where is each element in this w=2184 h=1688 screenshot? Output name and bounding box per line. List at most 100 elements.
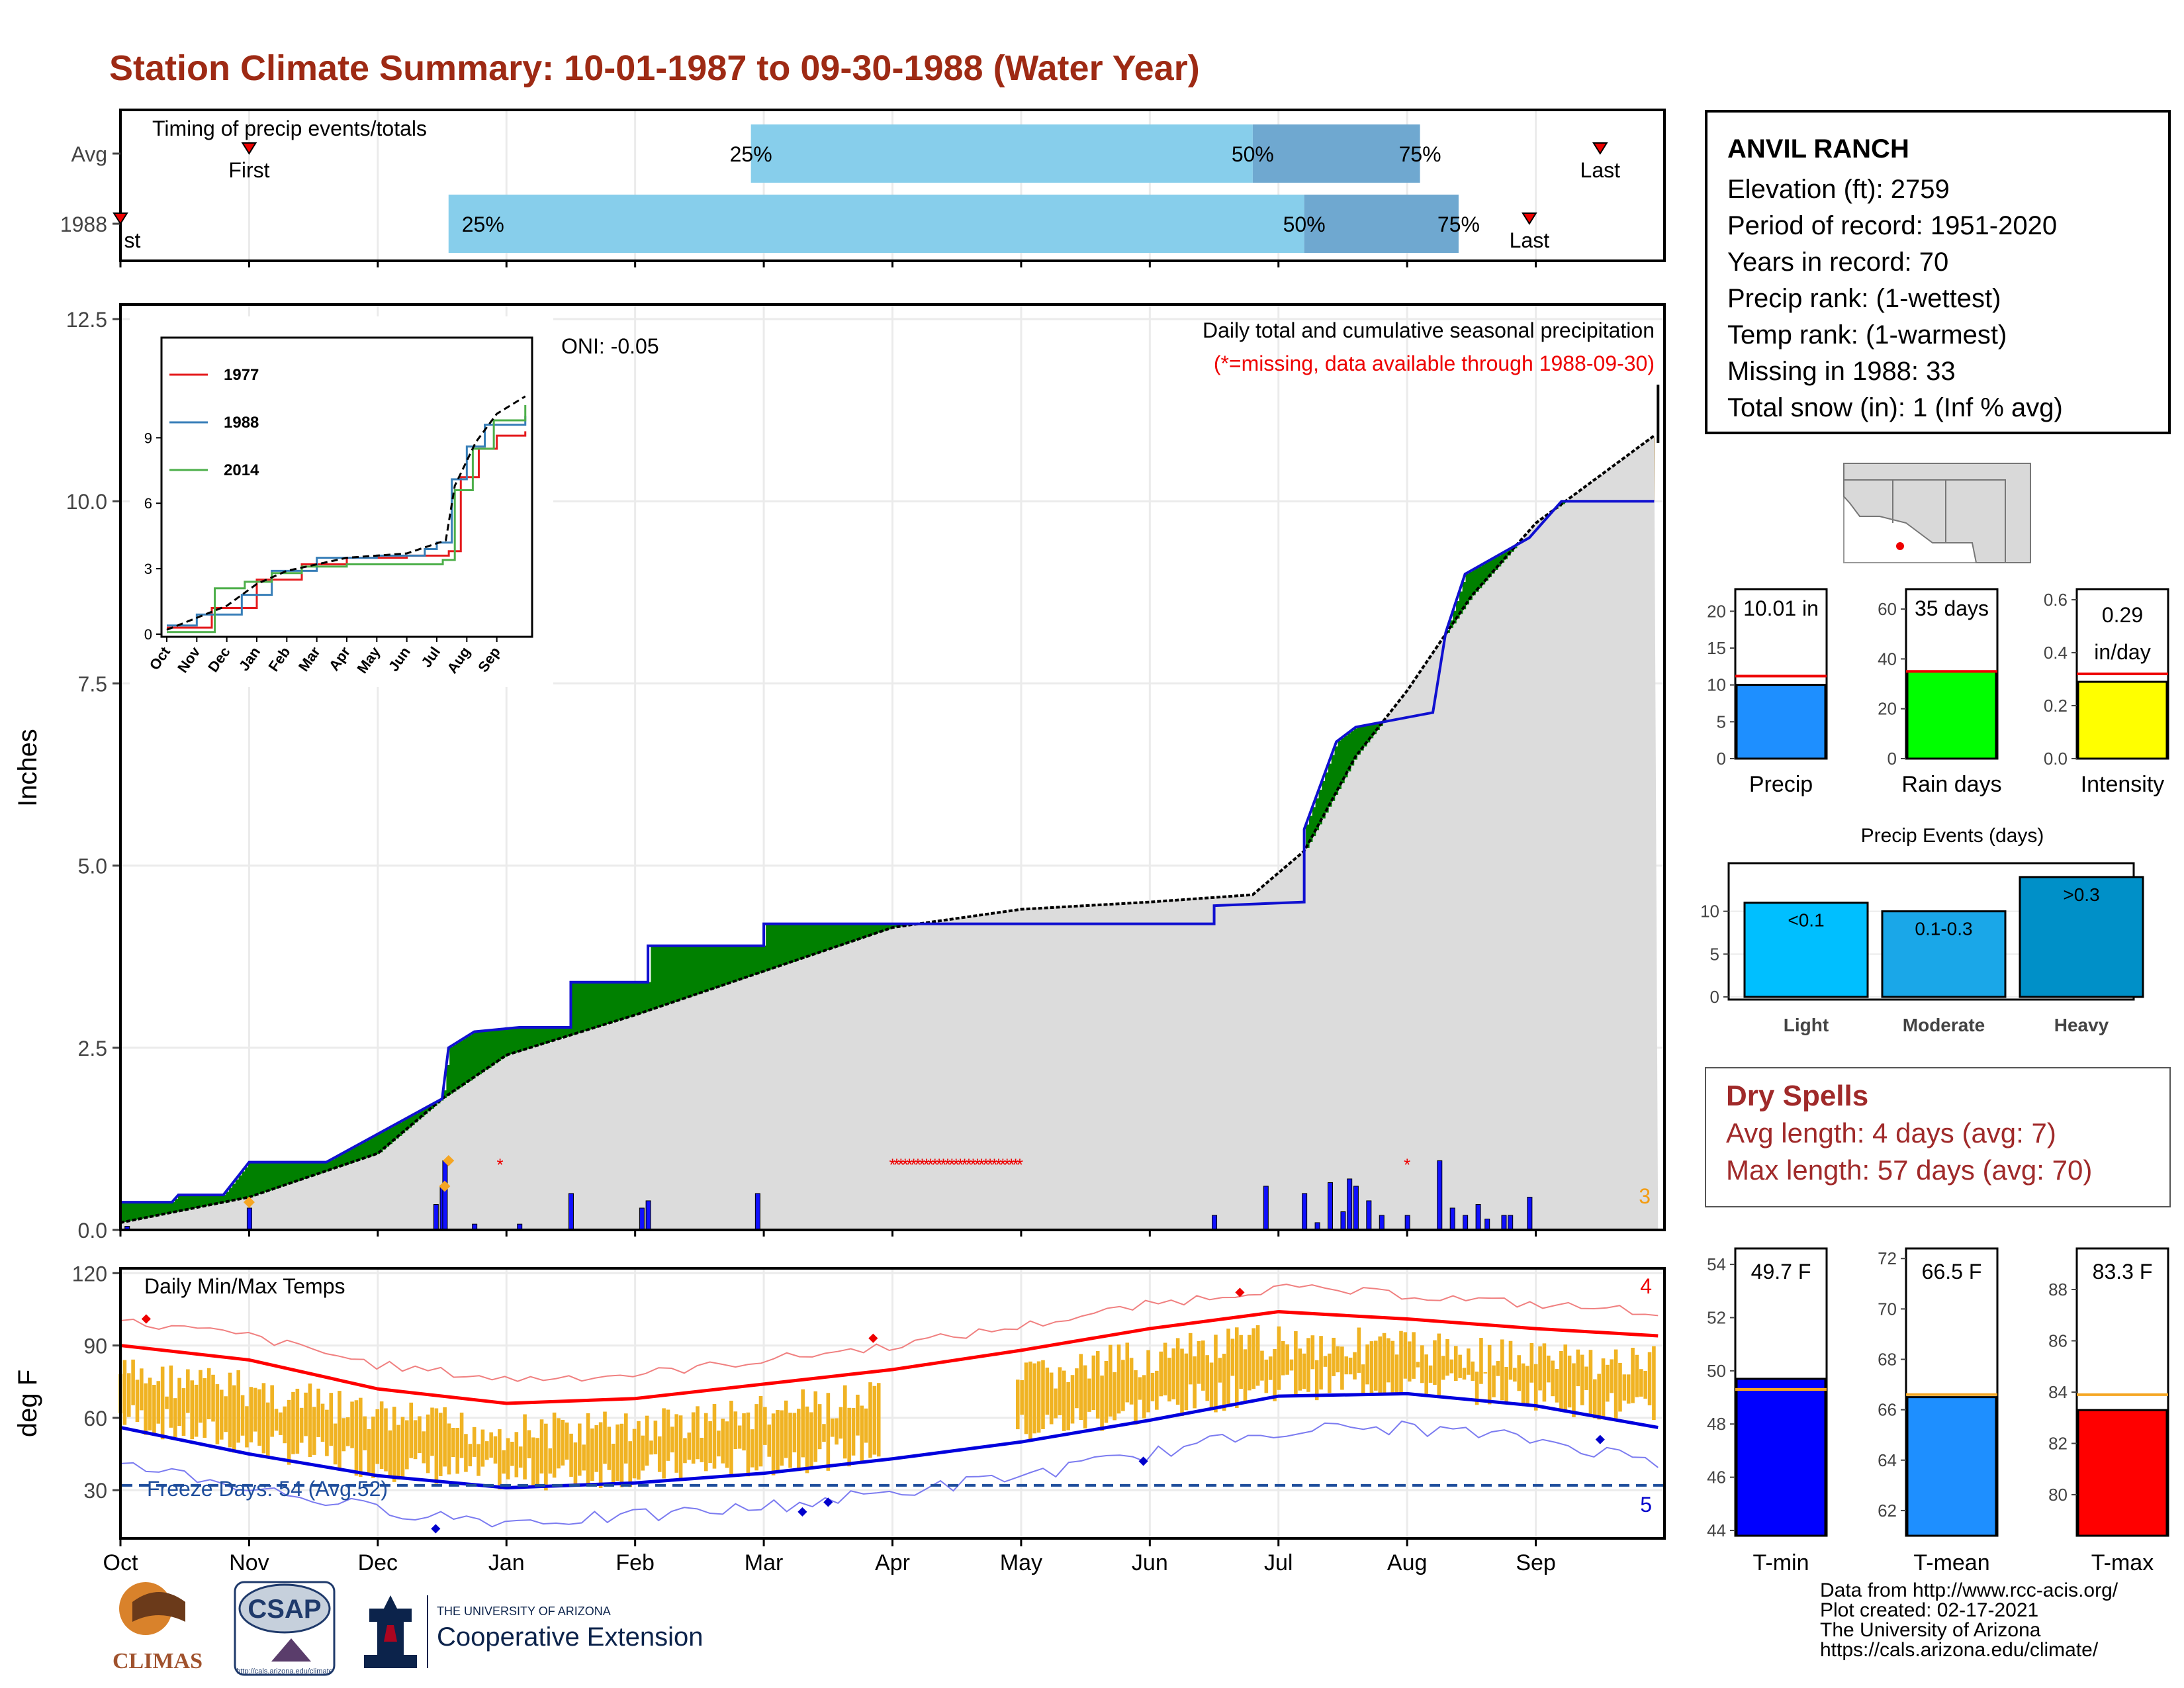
daily-temp-bar bbox=[864, 1408, 868, 1443]
daily-precip-bar bbox=[1437, 1160, 1443, 1231]
daily-temp-bar bbox=[1248, 1335, 1251, 1391]
daily-temp-bar bbox=[1281, 1340, 1285, 1376]
surplus-fill bbox=[1459, 591, 1463, 614]
surplus-fill bbox=[740, 945, 745, 980]
surplus-fill bbox=[797, 923, 801, 960]
month-tick-label: Oct bbox=[103, 1550, 138, 1575]
surplus-fill bbox=[216, 1195, 220, 1204]
count-lo: 5 bbox=[1640, 1493, 1652, 1517]
surplus-fill bbox=[280, 1162, 284, 1187]
events-ytick-label: 10 bbox=[1700, 902, 1719, 921]
daily-temp-bar bbox=[299, 1407, 304, 1443]
missing-marker: * bbox=[889, 1155, 895, 1175]
daily-temp-bar bbox=[835, 1418, 839, 1445]
surplus-fill bbox=[820, 923, 824, 953]
daily-temp-bar bbox=[1538, 1346, 1542, 1391]
missing-marker: * bbox=[995, 1155, 1002, 1175]
missing-marker: * bbox=[953, 1155, 960, 1175]
daily-temp-bar bbox=[1374, 1340, 1378, 1391]
daily-temp-bar bbox=[464, 1434, 468, 1472]
daily-temp-bar bbox=[1298, 1348, 1302, 1391]
inset-ytick-label: 6 bbox=[144, 495, 152, 512]
events-category-label: Moderate bbox=[1903, 1015, 1985, 1035]
surplus-fill bbox=[852, 923, 856, 941]
daily-temp-bar bbox=[780, 1410, 784, 1466]
daily-temp-bar bbox=[1277, 1326, 1281, 1390]
surplus-fill bbox=[1472, 570, 1476, 596]
daily-temp-bar bbox=[384, 1408, 388, 1472]
surplus-fill bbox=[156, 1202, 159, 1216]
daily-temp-bar bbox=[582, 1444, 586, 1471]
surplus-fill bbox=[673, 945, 677, 1002]
svg-text:Cooperative Extension: Cooperative Extension bbox=[437, 1622, 703, 1652]
daily-precip-bar bbox=[1501, 1215, 1507, 1231]
daily-temp-bar bbox=[1260, 1350, 1264, 1381]
surplus-fill bbox=[565, 1027, 569, 1037]
daily-temp-bar bbox=[796, 1409, 801, 1472]
month-tick-label: May bbox=[1000, 1550, 1042, 1575]
events-bar bbox=[1743, 902, 1869, 998]
surplus-fill bbox=[689, 945, 693, 997]
missing-marker: * bbox=[962, 1155, 968, 1175]
daily-temp-bar bbox=[291, 1391, 295, 1454]
surplus-fill bbox=[606, 982, 610, 1024]
surplus-fill bbox=[491, 1030, 495, 1066]
surplus-fill bbox=[420, 1110, 425, 1117]
surplus-fill bbox=[1360, 726, 1364, 751]
daily-temp-bar bbox=[1428, 1365, 1433, 1383]
temp-bar-value-label: 66.5 F bbox=[1922, 1260, 1982, 1284]
daily-temp-bar bbox=[211, 1374, 215, 1422]
summary-ytick-label: 20 bbox=[1707, 601, 1726, 621]
surplus-fill bbox=[206, 1195, 210, 1206]
surplus-fill bbox=[708, 945, 712, 990]
daily-temp-bar bbox=[657, 1436, 662, 1472]
surplus-fill bbox=[1347, 733, 1351, 772]
surplus-fill bbox=[833, 923, 837, 948]
daily-temp-bar bbox=[1420, 1345, 1424, 1383]
month-tick-label: Jan bbox=[488, 1550, 525, 1575]
temp-bar bbox=[1735, 1378, 1827, 1537]
temp-bar-ytick-label: 66 bbox=[1878, 1400, 1897, 1420]
daily-temp-bar bbox=[1197, 1340, 1201, 1384]
missing-marker: * bbox=[915, 1155, 921, 1175]
daily-temp-bar bbox=[1070, 1375, 1075, 1424]
daily-temp-bar bbox=[721, 1419, 725, 1464]
surplus-fill bbox=[232, 1184, 236, 1201]
daily-temp-bar bbox=[767, 1424, 772, 1457]
daily-precip-bar bbox=[1449, 1207, 1455, 1231]
surplus-fill bbox=[200, 1195, 205, 1207]
timing-p25: 25% bbox=[462, 212, 504, 236]
main-charts: Avg 25% 50% 75% First Last 1988 25% 50% 75% st Last… bbox=[13, 109, 1666, 1575]
daily-temp-bar bbox=[1234, 1327, 1239, 1408]
temp-bar-value-label: 83.3 F bbox=[2093, 1260, 2153, 1284]
surplus-fill bbox=[1373, 724, 1377, 735]
daily-temp-bar bbox=[1394, 1354, 1399, 1393]
surplus-fill bbox=[1363, 726, 1367, 747]
surplus-fill bbox=[871, 923, 876, 935]
daily-temp-bar bbox=[459, 1412, 464, 1458]
surplus-fill bbox=[1494, 557, 1498, 571]
daily-temp-bar bbox=[1631, 1348, 1635, 1403]
daily-temp-bar bbox=[1487, 1344, 1492, 1405]
surplus-fill bbox=[363, 1142, 367, 1158]
daily-temp-bar bbox=[1310, 1335, 1315, 1370]
surplus-fill bbox=[890, 923, 894, 929]
daily-temp-bar bbox=[788, 1413, 792, 1468]
daily-temp-bar bbox=[1639, 1369, 1643, 1397]
daily-temp-bar bbox=[1479, 1338, 1483, 1384]
summary-bar bbox=[1906, 670, 1997, 760]
station-line: Precip rank: (1-wettest) bbox=[1727, 284, 2001, 313]
surplus-fill bbox=[696, 945, 700, 995]
daily-temp-bar bbox=[405, 1420, 409, 1470]
daily-temp-bar bbox=[1399, 1331, 1403, 1393]
surplus-fill bbox=[191, 1195, 195, 1209]
daily-temp-bar bbox=[733, 1411, 738, 1450]
daily-temp-bar bbox=[169, 1365, 173, 1428]
surplus-fill bbox=[766, 923, 770, 971]
daily-temp-bar bbox=[763, 1407, 767, 1445]
daily-temp-bar bbox=[338, 1391, 341, 1469]
daily-temp-bar bbox=[1222, 1354, 1226, 1411]
daily-temp-bar bbox=[186, 1369, 190, 1413]
missing-marker: * bbox=[983, 1155, 989, 1175]
daily-precip-bar bbox=[442, 1160, 448, 1231]
